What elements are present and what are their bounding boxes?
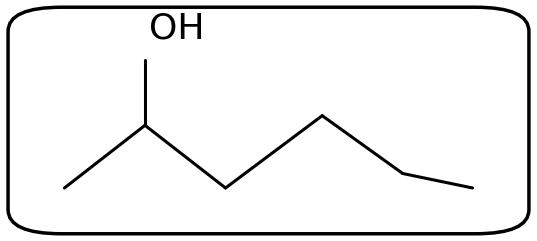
Text: OH: OH xyxy=(149,12,205,46)
FancyBboxPatch shape xyxy=(8,7,529,234)
